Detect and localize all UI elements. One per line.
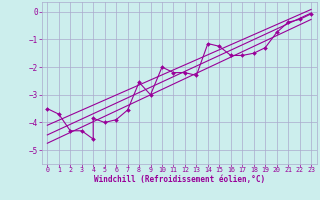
X-axis label: Windchill (Refroidissement éolien,°C): Windchill (Refroidissement éolien,°C) [94, 175, 265, 184]
